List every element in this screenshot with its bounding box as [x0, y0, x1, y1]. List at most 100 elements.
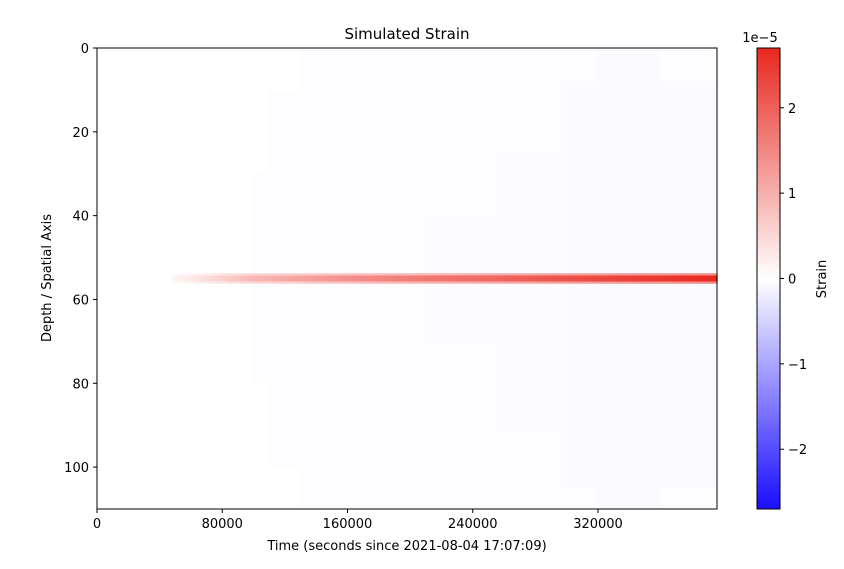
- strain-band-cell: [249, 275, 255, 282]
- strain-band-cell: [176, 275, 182, 282]
- strain-band-cell: [549, 275, 555, 282]
- strain-band-cell: [521, 275, 527, 282]
- strain-band-cell: [185, 275, 191, 282]
- strain-band-cell: [172, 275, 178, 282]
- colorbar-offset-text: 1e−5: [742, 31, 777, 46]
- strain-band-cell: [594, 275, 600, 282]
- strain-band-cell: [394, 275, 400, 282]
- strain-band-cell: [290, 275, 296, 282]
- strain-band-cell: [199, 275, 205, 282]
- strain-band-cell: [567, 275, 573, 282]
- colorbar-tick-label: 0: [788, 273, 796, 288]
- strain-band-cell: [262, 275, 269, 282]
- strain-band-cell: [539, 275, 546, 282]
- strain-band-cell: [376, 275, 382, 282]
- strain-band-cell: [385, 275, 391, 282]
- chart-title: Simulated Strain: [344, 25, 469, 43]
- x-tick-label: 320000: [573, 517, 623, 532]
- y-tick-label: 80: [72, 377, 89, 392]
- strain-band-cell: [358, 275, 364, 282]
- strain-band-cell: [617, 275, 623, 282]
- strain-band-cell: [226, 275, 232, 282]
- x-axis: 0 80000 160000 240000 320000: [93, 509, 623, 532]
- strain-band-cell: [480, 275, 487, 282]
- y-axis-label: Depth / Spatial Axis: [40, 214, 55, 342]
- strain-band-cell: [626, 275, 632, 282]
- strain-band-cell: [494, 275, 500, 282]
- colorbar-tick-label: −1: [788, 358, 807, 373]
- strain-band-cell: [299, 275, 305, 282]
- strain-band-cell: [712, 275, 718, 282]
- colorbar-tick-label: 2: [788, 102, 796, 117]
- x-tick-label: 160000: [323, 517, 373, 532]
- strain-band-cell: [544, 275, 550, 282]
- strain-band-cell: [194, 275, 200, 282]
- strain-band-cell: [321, 275, 328, 282]
- strain-band-cell: [635, 275, 641, 282]
- strain-band-cell: [421, 275, 428, 282]
- strain-band-cell: [412, 275, 418, 282]
- strain-band-cell: [489, 275, 496, 282]
- strain-band-cell: [657, 275, 664, 282]
- strain-band-cell: [417, 275, 423, 282]
- strain-band-cell: [612, 275, 618, 282]
- strain-band-cell: [240, 275, 246, 282]
- strain-band-cell: [285, 275, 291, 282]
- strain-band-cell: [639, 275, 645, 282]
- strain-band-cell: [644, 275, 650, 282]
- strain-band-cell: [476, 275, 482, 282]
- strain-band-cell: [471, 275, 477, 282]
- y-axis: 0 20 40 60 80 100: [64, 42, 97, 476]
- strain-band-cell: [535, 275, 541, 282]
- strain-band-cell: [408, 275, 414, 282]
- strain-band-cell: [190, 275, 196, 282]
- strain-band-cell: [576, 275, 582, 282]
- strain-band-cell: [435, 275, 441, 282]
- strain-band-cell: [344, 275, 350, 282]
- strain-band-cell: [312, 275, 319, 282]
- strain-band-cell: [653, 275, 659, 282]
- y-tick-label: 100: [64, 461, 89, 476]
- strain-band-cell: [698, 275, 704, 282]
- strain-band-cell: [648, 275, 655, 282]
- strain-band-cell: [517, 275, 523, 282]
- strain-band-cell: [272, 275, 278, 282]
- strain-band-cell: [444, 275, 450, 282]
- strain-band-cell: [462, 275, 468, 282]
- strain-band-cell: [458, 275, 464, 282]
- strain-band-cell: [349, 275, 355, 282]
- strain-band-cell: [508, 275, 514, 282]
- strain-band-cell: [621, 275, 627, 282]
- strain-band-cell: [485, 275, 491, 282]
- strain-band-cell: [499, 275, 505, 282]
- strain-band-cell: [558, 275, 564, 282]
- colorbar-tick-label: 1: [788, 187, 796, 202]
- strain-band-cell: [181, 275, 187, 282]
- strain-band-cell: [553, 275, 559, 282]
- strain-band-cell: [213, 275, 219, 282]
- strain-band-cell: [244, 275, 250, 282]
- strain-band-cell: [676, 275, 682, 282]
- strain-band-cell: [331, 275, 337, 282]
- strain-band-cell: [562, 275, 568, 282]
- strain-band-cell: [267, 275, 273, 282]
- strain-band-cell: [399, 275, 405, 282]
- strain-band-cell: [294, 275, 300, 282]
- strain-band-cell: [258, 275, 264, 282]
- strain-band-cell: [689, 275, 695, 282]
- strain-band-cell: [231, 275, 237, 282]
- strain-band-cell: [281, 275, 287, 282]
- y-tick-label: 0: [81, 42, 89, 57]
- x-tick-label: 80000: [202, 517, 243, 532]
- strain-band-cell: [371, 275, 378, 282]
- strain-band-cell: [512, 275, 518, 282]
- heatmap-layer: [172, 48, 718, 509]
- strain-band-cell: [308, 275, 314, 282]
- strain-band-cell: [276, 275, 282, 282]
- strain-band-cell: [340, 275, 346, 282]
- strain-band-cell: [589, 275, 596, 282]
- strain-band-cell: [703, 275, 709, 282]
- strain-band-cell: [630, 275, 636, 282]
- strain-band-cell: [571, 275, 577, 282]
